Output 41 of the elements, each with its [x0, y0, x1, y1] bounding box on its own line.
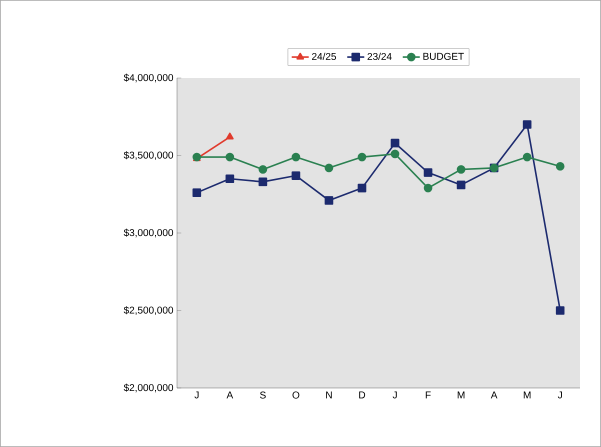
legend-label: 24/25 — [312, 52, 336, 60]
point — [324, 164, 334, 172]
x-tick-label: A — [490, 392, 498, 398]
x-tick-label: F — [426, 392, 431, 398]
point — [424, 168, 432, 177]
point — [258, 165, 268, 174]
legend-label: BUDGET — [423, 52, 464, 60]
point — [226, 174, 234, 184]
y-tick-label: $2,000,000 — [124, 384, 174, 392]
x-tick-label: A — [226, 392, 234, 398]
x-tick-label: O — [292, 392, 300, 399]
y-tick-label: $3,000,000 — [124, 228, 174, 238]
point — [522, 152, 532, 162]
point — [424, 184, 432, 192]
legend-label: 23/24 — [368, 52, 392, 60]
point — [258, 178, 268, 186]
point — [292, 171, 300, 180]
point — [192, 188, 202, 197]
x-tick-label: N — [326, 392, 332, 398]
point — [556, 306, 564, 315]
y-tick-label: $3,500,000 — [124, 151, 174, 160]
point — [292, 152, 300, 162]
point — [390, 138, 400, 148]
point — [390, 150, 400, 158]
y-tick-label: $4,000,000 — [124, 74, 174, 82]
x-tick-label: J — [194, 392, 199, 398]
x-tick-label: J — [558, 392, 562, 398]
point — [556, 162, 564, 171]
point — [358, 184, 366, 192]
point — [226, 152, 234, 162]
y-tick-label: $2,500,000 — [124, 306, 174, 315]
x-tick-label: D — [359, 392, 366, 398]
point — [324, 196, 334, 205]
x-tick-label: M — [458, 392, 464, 398]
point — [456, 180, 466, 190]
point — [522, 120, 532, 129]
x-tick-label: J — [392, 392, 397, 398]
point — [456, 165, 466, 174]
x-tick-label: S — [260, 392, 266, 399]
x-tick-label: M — [524, 392, 530, 398]
point — [358, 152, 366, 162]
